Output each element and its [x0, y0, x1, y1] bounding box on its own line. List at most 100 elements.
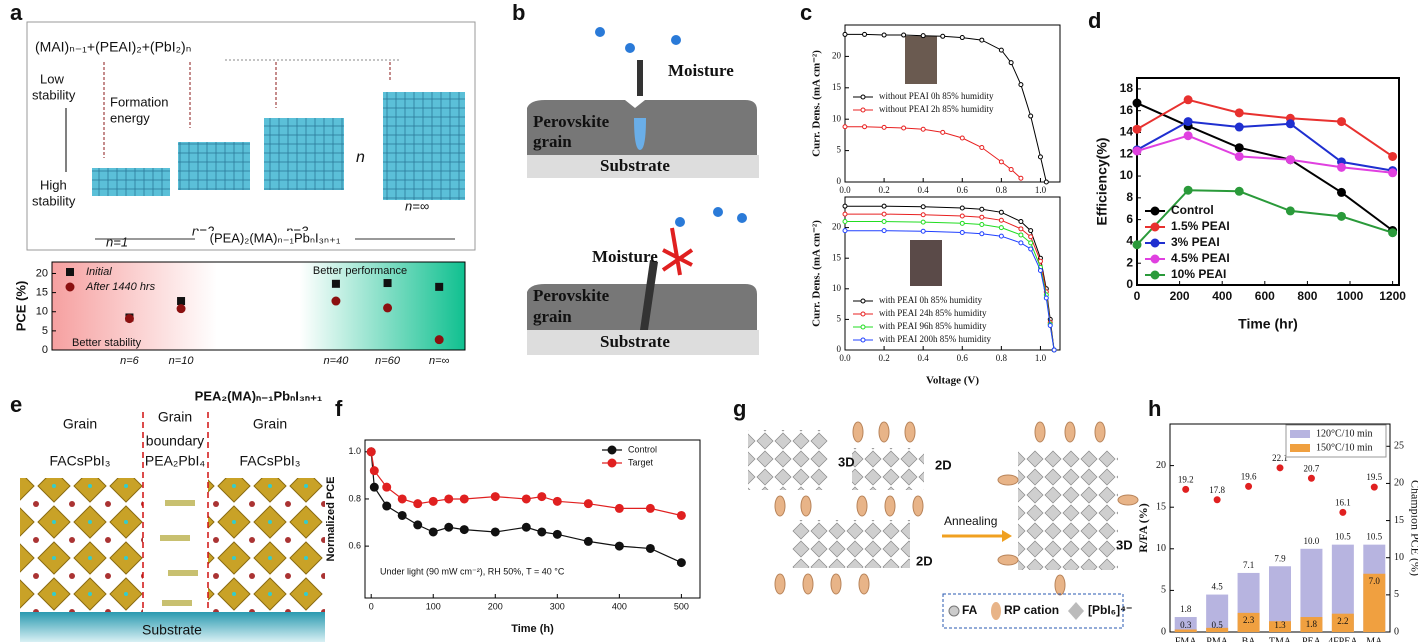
marker: [1028, 228, 1034, 234]
marker: [842, 211, 848, 217]
y-tick-label: 15: [832, 82, 842, 92]
phase-label: 2D: [916, 553, 933, 568]
low-stability: Low: [40, 71, 64, 86]
lattice: [208, 478, 325, 612]
marker: [842, 218, 848, 224]
y-tick-label: 8: [1126, 190, 1133, 204]
y-axis-label: Efficiency(%): [1094, 138, 1110, 226]
data-label: 1.8: [1306, 619, 1318, 629]
marker: [397, 510, 407, 520]
marker: [1037, 154, 1043, 160]
grain-label: FACsPbI₃: [240, 453, 301, 469]
legend-label: Target: [628, 457, 654, 467]
marker: [979, 206, 985, 212]
marker: [1388, 151, 1398, 161]
legend-label: After 1440 hrs: [85, 281, 156, 293]
data-label: 7.0: [1369, 576, 1381, 586]
panel-a-diagram: (MAI)ₙ₋₁+(PEAI)₂+(PbI₂)ₙ Low stability H…: [26, 21, 476, 251]
grain-label: Grain: [63, 416, 97, 432]
marker: [428, 496, 438, 506]
legend-marker: [1150, 270, 1160, 280]
marker: [998, 209, 1004, 215]
marker: [676, 510, 686, 520]
legend-label: 4.5% PEAI: [1171, 251, 1230, 265]
marker: [1018, 240, 1024, 246]
formula: (MAI)ₙ₋₁+(PEAI)₂+(PbI₂)ₙ: [35, 39, 191, 55]
marker: [1276, 464, 1284, 472]
x-axis-label: Time (hr): [1238, 316, 1298, 332]
marker: [614, 503, 624, 513]
y-tick-label: 4: [1126, 234, 1133, 248]
data-label: 17.8: [1209, 485, 1225, 495]
legend-swatch: [948, 605, 960, 617]
rp-cations: [774, 421, 1139, 596]
bar: [1237, 612, 1260, 632]
phase-label: n=∞: [405, 198, 429, 213]
marker: [842, 31, 848, 37]
y-tick-label: 14: [1120, 125, 1134, 139]
y2-tick-label: 20: [1394, 478, 1404, 489]
marker: [1234, 143, 1244, 153]
marker: [979, 37, 985, 43]
panel-label: e: [10, 392, 22, 417]
marker: [1018, 226, 1024, 232]
series-line: [1136, 102, 1394, 232]
marker: [862, 31, 868, 37]
legend-label: [PbI₆]⁴⁻: [1088, 603, 1132, 617]
marker: [998, 217, 1004, 223]
legend-marker: [860, 324, 866, 330]
marker: [881, 124, 887, 130]
legend-label: 3% PEAI: [1171, 235, 1220, 249]
marker: [959, 213, 965, 219]
x-tick-label: n=10: [169, 355, 195, 367]
y-tick-label: 0.8: [348, 493, 361, 503]
legend-marker: [860, 94, 866, 100]
marker: [959, 220, 965, 226]
panel-label: h: [1148, 396, 1161, 421]
marker: [842, 203, 848, 209]
marker: [1388, 228, 1398, 238]
marker: [490, 527, 500, 537]
series-line: [1136, 134, 1393, 174]
y-tick-label: 16: [1120, 103, 1134, 117]
legend-label: with PEAI 0h 85% humidity: [879, 295, 982, 305]
marker: [1051, 347, 1057, 353]
x-tick-label: 0.2: [878, 185, 889, 195]
plot-frame: [51, 261, 466, 351]
lattice: [20, 478, 143, 612]
marker: [920, 33, 926, 39]
grain-label: Perovskite: [533, 286, 610, 305]
grain: [527, 284, 757, 330]
marker: [1028, 246, 1034, 252]
bar: [1300, 617, 1323, 632]
plot-background: [52, 262, 465, 350]
data-label: 22.1: [1272, 453, 1288, 463]
marker: [959, 205, 965, 211]
marker: [940, 129, 946, 135]
y-tick-label: 1.0: [348, 446, 361, 456]
chart: 0 2 4 6 8 10 12 14 16 18 0 200 400 600 800 1000 1200 Time…: [1094, 77, 1406, 332]
y-tick-label: 20: [832, 222, 842, 232]
marker: [842, 124, 848, 130]
bar: [1174, 629, 1197, 632]
x-tick-label: PMA: [1206, 636, 1228, 642]
high-stability: stability: [32, 193, 76, 208]
series-formula: (PEA)₂(MA)ₙ₋₁PbₙI₃ₙ₊₁: [210, 230, 341, 245]
marker: [979, 144, 985, 150]
marker: [490, 492, 500, 502]
x-tick-label: 0.0: [839, 353, 851, 363]
marker: [444, 522, 454, 532]
y-tick-label: 0: [837, 344, 842, 354]
panel-label: c: [800, 0, 812, 25]
marker: [331, 296, 341, 306]
y-tick-label: 10: [832, 113, 842, 123]
y-tick-label: 0: [42, 344, 48, 356]
bar: [1300, 548, 1323, 632]
legend-marker: [66, 268, 74, 276]
panel-label: d: [1088, 8, 1101, 33]
marker: [552, 529, 562, 539]
marker: [434, 335, 444, 345]
substrate-label: Substrate: [600, 332, 670, 351]
marker: [1043, 295, 1049, 301]
